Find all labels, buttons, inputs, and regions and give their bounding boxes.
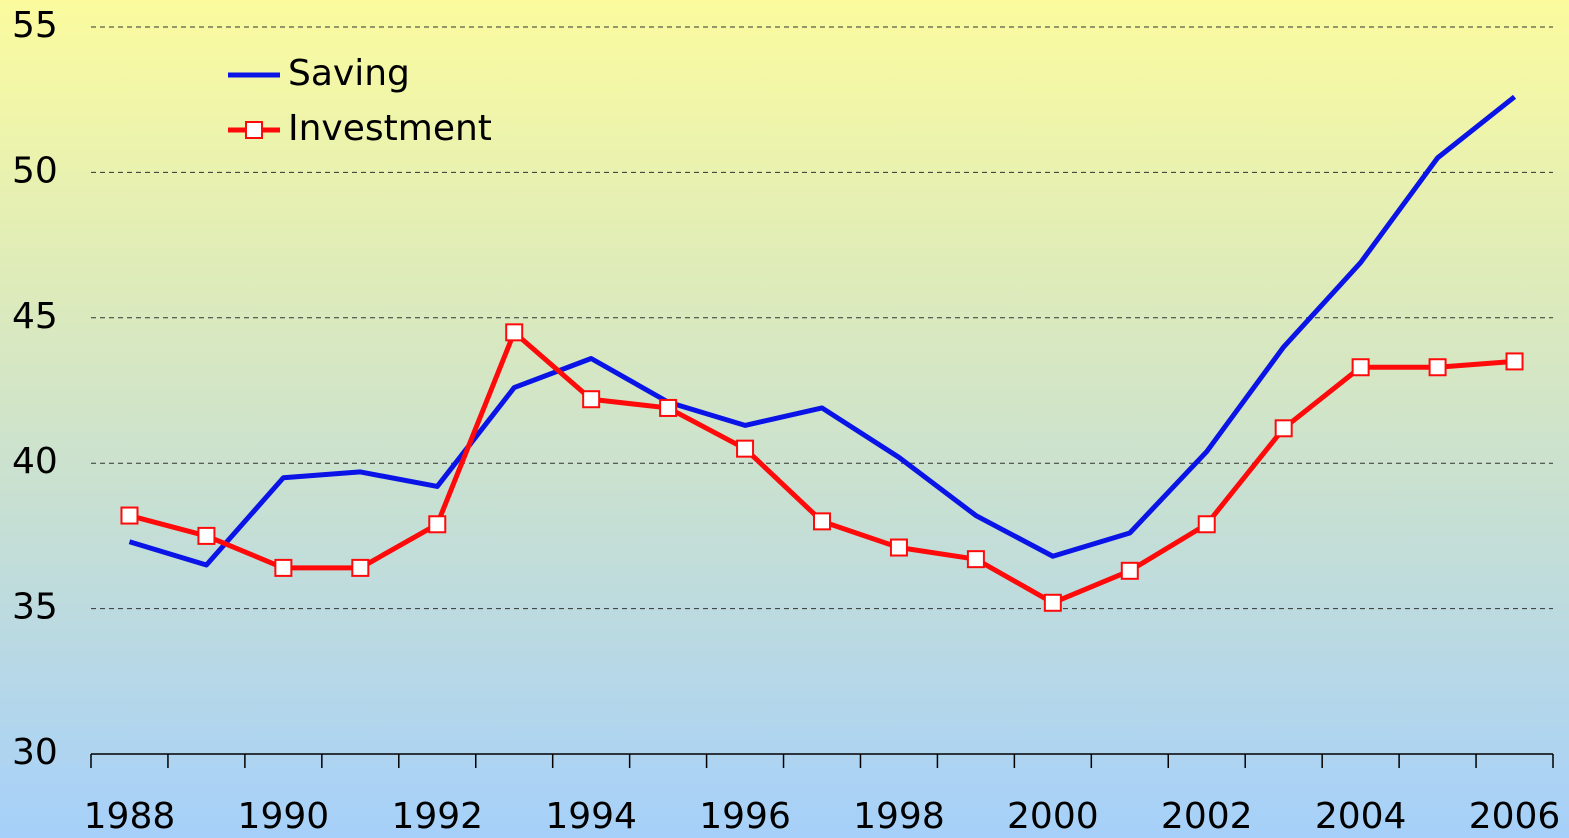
y-tick-label: 35 bbox=[12, 587, 58, 628]
x-tick-label: 1994 bbox=[545, 796, 637, 837]
point-marker bbox=[813, 512, 831, 531]
point-marker bbox=[351, 558, 370, 577]
y-tick-label: 55 bbox=[12, 5, 58, 46]
point-marker bbox=[889, 538, 908, 557]
x-tick-label: 1996 bbox=[699, 796, 791, 837]
x-tick-label: 2004 bbox=[1315, 796, 1407, 837]
point-marker bbox=[1428, 358, 1447, 377]
x-tick-label: 1988 bbox=[84, 796, 176, 837]
legend-marker bbox=[245, 121, 263, 139]
point-marker bbox=[1197, 515, 1216, 534]
legend-label: Investment bbox=[288, 108, 492, 149]
x-tick-label: 1992 bbox=[391, 796, 483, 837]
point-marker bbox=[659, 398, 678, 417]
y-tick-label: 40 bbox=[12, 441, 58, 482]
y-tick-label: 50 bbox=[12, 150, 58, 191]
x-tick-label: 2006 bbox=[1469, 796, 1561, 837]
point-marker bbox=[1351, 358, 1370, 377]
y-tick-label: 30 bbox=[12, 732, 58, 773]
point-marker bbox=[966, 550, 985, 569]
point-marker bbox=[274, 558, 293, 577]
point-marker bbox=[1043, 593, 1062, 612]
x-tick-label: 1990 bbox=[238, 796, 330, 837]
point-marker bbox=[1505, 352, 1524, 371]
x-tick-label: 2000 bbox=[1007, 796, 1099, 837]
legend-label: Saving bbox=[288, 53, 410, 94]
point-marker bbox=[582, 390, 601, 409]
point-marker bbox=[505, 323, 524, 342]
point-marker bbox=[1120, 561, 1139, 580]
point-marker bbox=[197, 526, 216, 545]
point-marker bbox=[1274, 419, 1293, 438]
series-line bbox=[128, 94, 1517, 568]
x-tick-label: 1998 bbox=[853, 796, 945, 837]
y-tick-label: 45 bbox=[12, 296, 58, 337]
point-marker bbox=[736, 439, 755, 458]
point-marker bbox=[120, 506, 139, 525]
x-tick-label: 2002 bbox=[1161, 796, 1253, 837]
point-marker bbox=[428, 515, 447, 534]
